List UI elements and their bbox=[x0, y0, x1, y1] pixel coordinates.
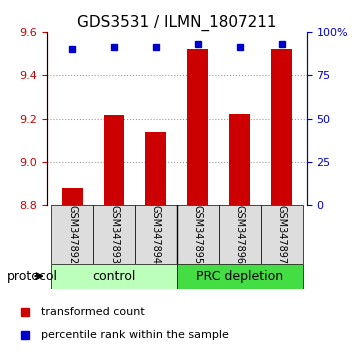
FancyBboxPatch shape bbox=[219, 205, 261, 264]
Text: GSM347897: GSM347897 bbox=[277, 205, 287, 264]
FancyBboxPatch shape bbox=[261, 205, 303, 264]
Text: GSM347893: GSM347893 bbox=[109, 205, 119, 264]
Text: GSM347895: GSM347895 bbox=[193, 205, 203, 264]
FancyBboxPatch shape bbox=[51, 264, 177, 289]
FancyBboxPatch shape bbox=[93, 205, 135, 264]
Text: GSM347894: GSM347894 bbox=[151, 205, 161, 264]
Bar bbox=[104, 115, 125, 205]
Text: transformed count: transformed count bbox=[41, 307, 144, 318]
Text: protocol: protocol bbox=[7, 270, 58, 282]
Bar bbox=[187, 49, 208, 205]
Text: GSM347892: GSM347892 bbox=[67, 205, 77, 264]
Title: GDS3531 / ILMN_1807211: GDS3531 / ILMN_1807211 bbox=[77, 14, 277, 30]
Text: percentile rank within the sample: percentile rank within the sample bbox=[41, 330, 229, 341]
FancyBboxPatch shape bbox=[177, 205, 219, 264]
Bar bbox=[271, 49, 292, 205]
FancyBboxPatch shape bbox=[177, 264, 303, 289]
FancyBboxPatch shape bbox=[135, 205, 177, 264]
Text: control: control bbox=[92, 270, 136, 282]
Bar bbox=[145, 132, 166, 205]
Bar bbox=[229, 114, 250, 205]
Text: GSM347896: GSM347896 bbox=[235, 205, 245, 264]
FancyBboxPatch shape bbox=[51, 205, 93, 264]
Text: PRC depletion: PRC depletion bbox=[196, 270, 283, 282]
Bar bbox=[62, 188, 83, 205]
